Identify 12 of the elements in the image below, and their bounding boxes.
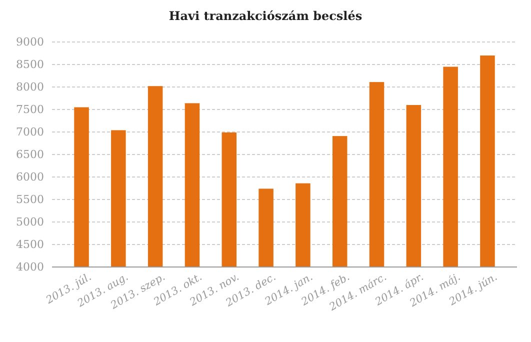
y-tick-label: 8500 (16, 58, 44, 72)
y-tick-label: 5500 (16, 193, 44, 206)
y-tick-label: 4500 (16, 238, 44, 252)
chart-title: Havi tranzakciószám becslés (168, 9, 362, 23)
y-tick-label: 5000 (16, 216, 44, 229)
y-tick-label: 8000 (16, 80, 44, 94)
y-tick-label: 4000 (16, 260, 44, 274)
y-tick-label: 7500 (16, 103, 44, 116)
y-tick-label: 9000 (16, 36, 44, 49)
y-tick-label: 7000 (16, 126, 44, 139)
y-tick-label: 6000 (16, 170, 44, 184)
y-tick-label: 6500 (16, 148, 44, 162)
